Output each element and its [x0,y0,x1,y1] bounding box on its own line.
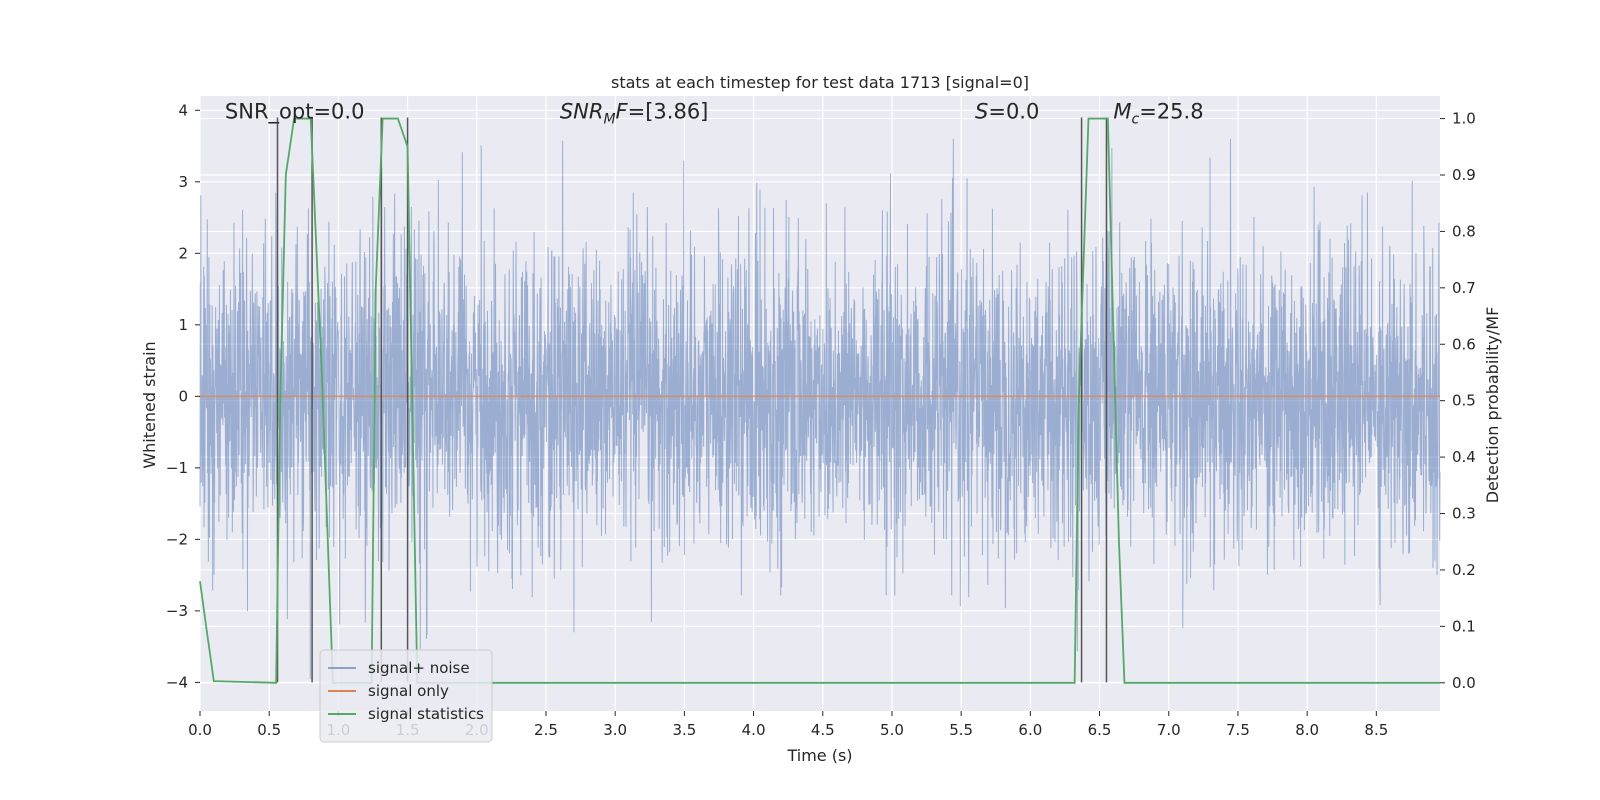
y-left-tick-label: 0 [178,387,188,405]
y-left-tick-label: 1 [178,316,188,334]
annotation-text-part: =25.8 [1139,99,1203,123]
y-right-tick-label: 0.6 [1452,335,1476,353]
y-right-tick-label: 0.1 [1452,617,1476,635]
annotation-text-part: =[3.86] [628,99,709,123]
legend-label: signal statistics [368,705,484,723]
y-right-axis-ticks: 0.0 0.1 0.2 0.3 0.4 0.5 0.6 0.7 0.8 0.9 1.0 [1440,110,1476,692]
legend-label: signal only [368,682,449,700]
y-right-tick-label: 0.5 [1452,392,1476,410]
annotation-s: S=0.0 [975,99,1039,123]
y-left-axis-ticks: −4 −3 −2 −1 0 1 2 3 4 [166,101,200,691]
annotation-mc: Mc=25.8 [1113,99,1203,127]
y-left-tick-label: −4 [166,673,188,691]
y-right-axis-label: Detection probability/MF [1483,307,1502,504]
y-left-tick-label: −2 [166,530,188,548]
x-tick-label: 8.0 [1295,721,1319,739]
y-right-tick-label: 1.0 [1452,110,1476,128]
y-left-tick-label: 3 [178,173,188,191]
x-axis-label: Time (s) [786,746,852,765]
legend: signal+ noise signal only signal statistic… [319,649,493,743]
legend-label: signal+ noise [368,659,470,677]
x-tick-label: 6.0 [1018,721,1042,739]
y-left-axis-label: Whitened strain [140,341,159,468]
x-tick-label: 5.0 [880,721,904,739]
chart-title: stats at each timestep for test data 171… [611,73,1029,92]
y-left-tick-label: −3 [166,602,188,620]
x-tick-label: 4.0 [742,721,766,739]
x-tick-label: 4.5 [811,721,835,739]
annotation-snr_opt: SNR_opt=0.0 [225,99,365,124]
annotation-text-part: =0.0 [988,99,1039,123]
y-right-tick-label: 0.7 [1452,279,1476,297]
y-left-tick-label: −1 [166,459,188,477]
x-tick-label: 3.5 [672,721,696,739]
annotation-text-part: S [975,99,988,123]
x-tick-label: 7.0 [1157,721,1181,739]
statistics-series [199,117,1440,684]
x-tick-label: 0.0 [188,721,212,739]
statistics-line [199,117,1440,684]
y-right-tick-label: 0.3 [1452,505,1476,523]
annotation-text-part: SNR_opt=0.0 [225,99,365,124]
y-right-tick-label: 0.2 [1452,561,1476,579]
y-left-tick-label: 2 [178,244,188,262]
annotations: SNR_opt=0.0 SNRMF=[3.86] S=0.0 Mc=25.8 [225,99,1204,127]
y-right-tick-label: 0.9 [1452,166,1476,184]
annotation-text-part: c [1132,111,1140,127]
noise-line [199,138,1441,679]
x-tick-label: 2.5 [534,721,558,739]
y-right-tick-label: 0.8 [1452,222,1476,240]
y-right-tick-label: 0.4 [1452,448,1476,466]
annotation-text-part: SNR [560,99,604,123]
x-tick-label: 5.5 [949,721,973,739]
x-tick-label: 6.5 [1088,721,1112,739]
legend-box [319,649,493,743]
annotation-snr_mf: SNRMF=[3.86] [560,99,709,127]
x-tick-label: 7.5 [1226,721,1250,739]
y-left-tick-label: 4 [178,101,188,119]
annotation-text-part: M [1113,99,1131,123]
annotation-text-part: M [603,111,615,127]
x-tick-label: 8.5 [1364,721,1388,739]
x-tick-label: 0.5 [257,721,281,739]
x-tick-label: 3.0 [603,721,627,739]
noise-series [199,138,1441,679]
y-right-tick-label: 0.0 [1452,674,1476,692]
annotation-text-part: F [616,99,629,123]
